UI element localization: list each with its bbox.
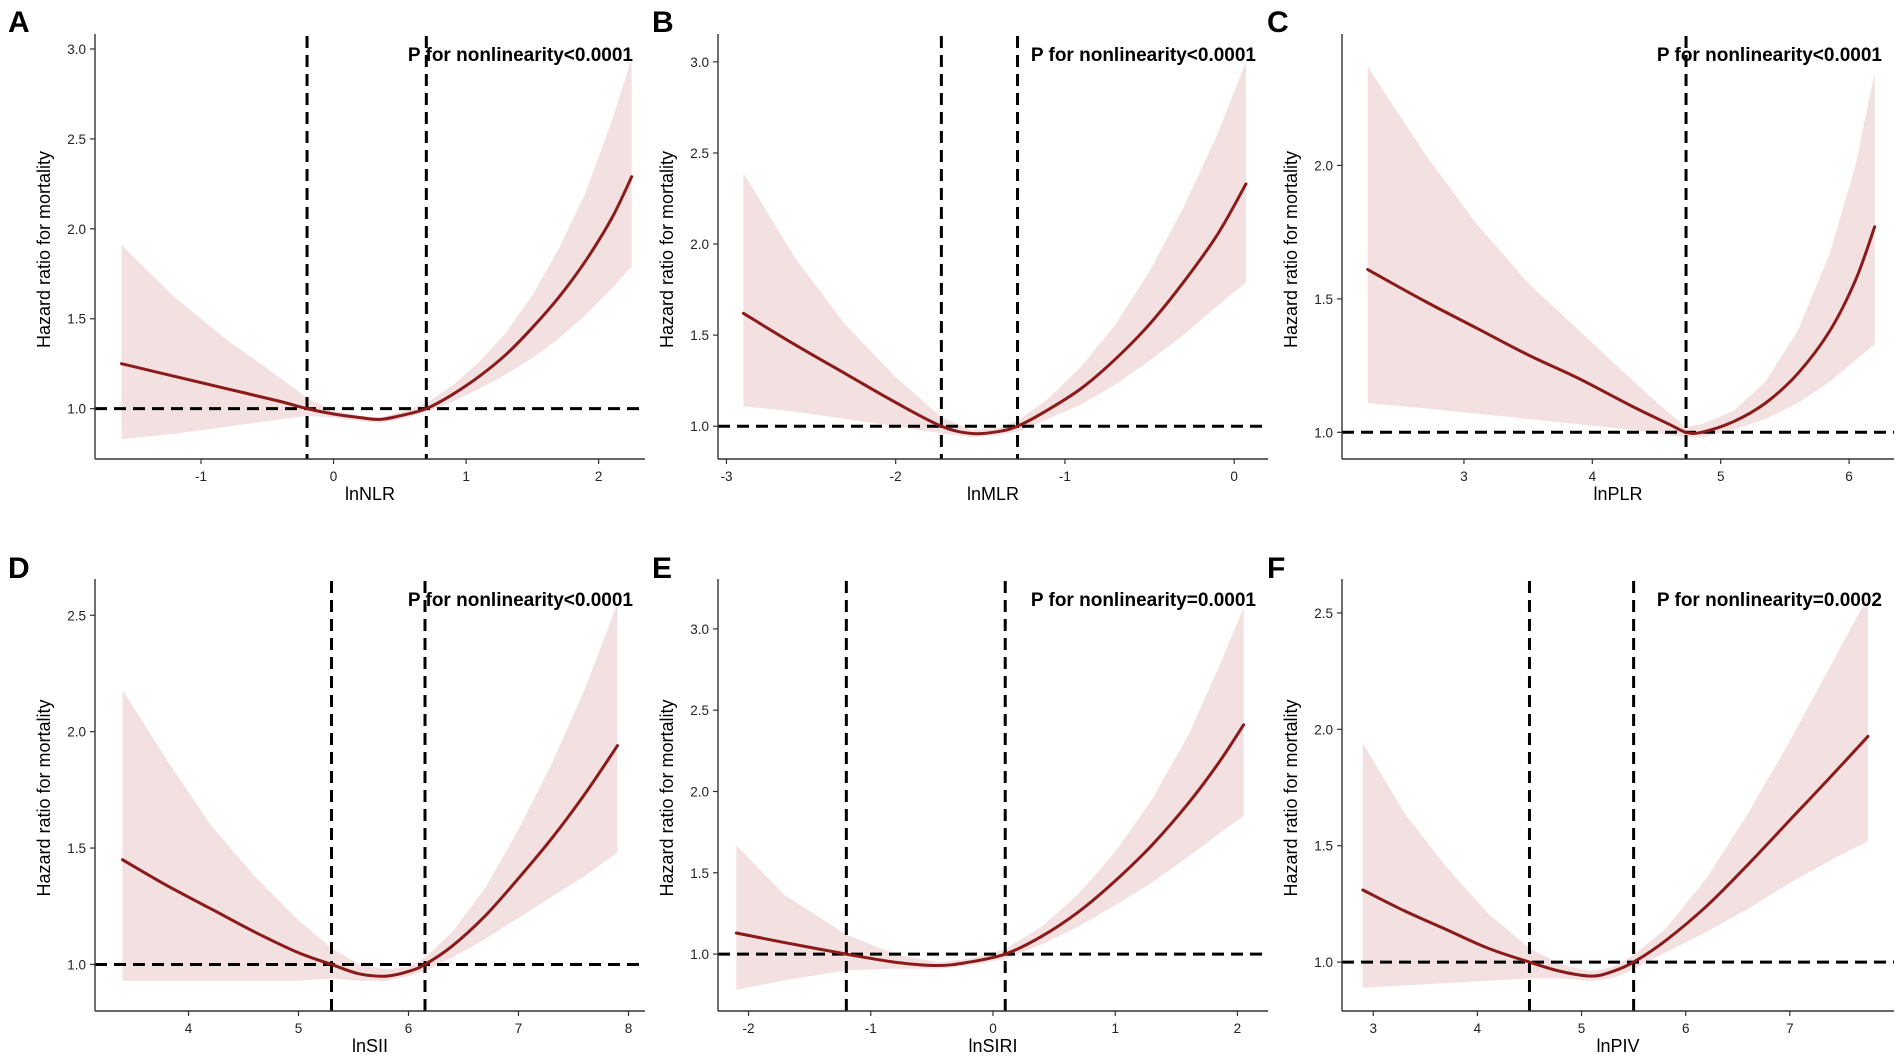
p-nonlinearity-b: P for nonlinearity<0.0001 [1031,45,1257,66]
x-tick-label-a: -1 [195,469,207,484]
x-axis-title-a: lnNLR [345,484,395,504]
y-tick-label-a: 3.0 [67,42,86,57]
y-tick-label-a: 1.5 [67,312,86,327]
x-tick-label-d: 7 [515,1021,523,1036]
y-axis-title-b: Hazard ratio for mortality [657,151,677,348]
x-tick-label-c: 6 [1845,469,1853,484]
confidence-band-b [743,61,1246,438]
p-nonlinearity-f: P for nonlinearity=0.0002 [1657,590,1882,611]
y-tick-label-a: 2.0 [67,222,86,237]
x-tick-label-c: 3 [1460,469,1468,484]
y-tick-label-e: 1.0 [690,947,709,962]
x-tick-label-e: -2 [743,1021,755,1036]
panel-label-f: F [1267,552,1285,585]
x-axis-title-f: lnPIV [1596,1036,1639,1056]
y-tick-label-b: 1.0 [690,419,709,434]
y-tick-label-c: 1.0 [1314,425,1333,440]
x-axis-title-b: lnMLR [967,484,1019,504]
confidence-band-d [122,603,618,981]
hazard-ratio-curve-c [1366,225,1877,435]
panel-c: C 1.0 1.5 2.0 3 4 5 6 lnPLR Hazard ratio for mort… [1267,6,1894,504]
x-tick-label-b: -1 [1059,469,1071,484]
x-tick-label-b: -3 [720,469,732,484]
x-axis-title-c: lnPLR [1593,484,1642,504]
p-nonlinearity-d: P for nonlinearity<0.0001 [408,590,634,611]
x-tick-label-c: 4 [1589,469,1597,484]
panel-label-d: D [8,552,30,585]
x-tick-label-d: 8 [625,1021,633,1036]
x-tick-label-e: 1 [1111,1021,1119,1036]
x-tick-label-e: -1 [865,1021,877,1036]
y-tick-label-e: 2.5 [690,703,709,718]
y-tick-label-d: 2.5 [67,608,86,623]
p-nonlinearity-a: P for nonlinearity<0.0001 [408,45,634,66]
y-tick-label-a: 1.0 [67,402,86,417]
x-tick-label-a: 0 [330,469,338,484]
y-tick-label-d: 2.0 [67,725,86,740]
y-axis-title-d: Hazard ratio for mortality [34,699,54,896]
y-axis-title-c: Hazard ratio for mortality [1281,151,1301,348]
x-tick-label-f: 4 [1474,1021,1482,1036]
panel-b: B 1.0 1.5 2.0 2.5 3.0 -3 -2 -1 0 lnMLR Hazard ratio… [652,6,1268,504]
y-tick-label-b: 2.5 [690,146,709,161]
panel-a: A 1.0 1.5 2.0 2.5 3.0 -1 0 1 2 lnNLR Hazard ratio f… [8,6,645,504]
panel-d: D 1.0 1.5 2.0 2.5 4 5 6 7 8 lnSII Hazard ratio for … [8,552,645,1056]
hazard-ratio-curve-d [121,744,619,978]
x-tick-label-f: 3 [1369,1021,1377,1036]
y-tick-label-d: 1.5 [67,841,86,856]
x-tick-label-f: 6 [1682,1021,1690,1036]
x-axis-title-d: lnSII [352,1036,388,1056]
x-tick-label-d: 6 [405,1021,413,1036]
y-tick-label-b: 3.0 [690,55,709,70]
y-tick-label-f: 1.0 [1314,955,1333,970]
panel-label-b: B [652,6,674,39]
y-axis-title-a: Hazard ratio for mortality [34,151,54,348]
y-tick-label-e: 3.0 [690,622,709,637]
panel-e: E 1.0 1.5 2.0 2.5 3.0 -2 -1 0 1 2 lnSIRI Hazard rati… [652,552,1268,1056]
panel-f: F 1.0 1.5 2.0 2.5 3 4 5 6 7 lnPIV Hazard ratio for … [1267,552,1894,1056]
y-tick-label-a: 2.5 [67,132,86,147]
x-tick-label-a: 1 [462,469,470,484]
y-tick-label-d: 1.0 [67,957,86,972]
confidence-band-f [1362,596,1868,988]
y-tick-label-b: 1.5 [690,328,709,343]
y-tick-label-f: 2.5 [1314,606,1333,621]
x-tick-label-e: 2 [1234,1021,1242,1036]
panel-label-c: C [1267,6,1289,39]
y-tick-label-c: 2.0 [1314,158,1333,173]
panel-label-a: A [8,6,30,39]
x-tick-label-c: 5 [1717,469,1725,484]
y-tick-label-e: 2.0 [690,784,709,799]
hazard-ratio-curve-e [734,723,1246,967]
x-tick-label-b: -2 [890,469,902,484]
confidence-band-e [736,607,1244,990]
x-tick-label-d: 5 [295,1021,303,1036]
p-nonlinearity-c: P for nonlinearity<0.0001 [1657,45,1883,66]
p-nonlinearity-e: P for nonlinearity=0.0001 [1031,590,1257,611]
hazard-ratio-curve-a [120,175,634,421]
y-tick-label-f: 2.0 [1314,722,1333,737]
y-axis-title-e: Hazard ratio for mortality [657,699,677,896]
x-tick-label-e: 0 [989,1021,997,1036]
x-tick-label-f: 7 [1786,1021,1794,1036]
confidence-band-a [121,58,632,440]
hazard-ratio-curve-b [741,182,1248,436]
hazard-ratio-curve-f [1361,734,1870,978]
y-tick-label-e: 1.5 [690,866,709,881]
x-tick-label-a: 2 [595,469,603,484]
panel-label-e: E [652,552,672,585]
x-tick-label-d: 4 [185,1021,193,1036]
y-tick-label-c: 1.5 [1314,292,1333,307]
x-tick-label-b: 0 [1230,469,1238,484]
y-axis-title-f: Hazard ratio for mortality [1281,699,1301,896]
x-tick-label-f: 5 [1578,1021,1586,1036]
y-tick-label-b: 2.0 [690,237,709,252]
x-axis-title-e: lnSIRI [968,1036,1017,1056]
confidence-band-c [1367,66,1875,438]
y-tick-label-f: 1.5 [1314,839,1333,854]
